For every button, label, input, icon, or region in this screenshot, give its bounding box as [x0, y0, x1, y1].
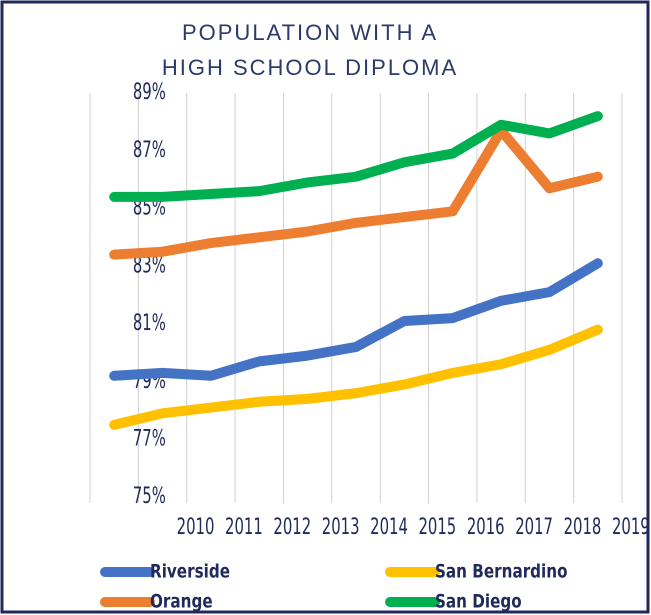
x-tick-label: 2018: [564, 514, 602, 540]
y-tick-label: 75%: [133, 483, 166, 509]
y-tick-label: 87%: [133, 137, 166, 163]
y-tick-label: 81%: [133, 310, 166, 336]
x-tick-label: 2016: [467, 514, 505, 540]
legend-label: Riverside: [150, 561, 230, 583]
chart-title: HIGH SCHOOL DIPLOMA: [162, 55, 458, 80]
x-tick-label: 2011: [225, 514, 263, 540]
legend-label: San Bernardino: [435, 561, 568, 583]
series-line: [109, 125, 603, 260]
x-tick-label: 2013: [322, 514, 360, 540]
series-line: [109, 258, 603, 381]
series-line: [109, 111, 603, 202]
series-line: [109, 324, 603, 430]
legend-label: Orange: [150, 591, 213, 613]
y-tick-label: 77%: [133, 425, 166, 451]
y-tick-label: 89%: [133, 79, 166, 105]
x-tick-label: 2015: [418, 514, 456, 540]
x-tick-label: 2019: [612, 514, 650, 540]
chart-title: POPULATION WITH A: [182, 20, 438, 45]
x-tick-label: 2012: [273, 514, 311, 540]
legend-label: San Diego: [435, 591, 522, 613]
x-tick-label: 2010: [177, 514, 215, 540]
x-tick-label: 2017: [515, 514, 553, 540]
x-tick-label: 2014: [370, 514, 408, 540]
